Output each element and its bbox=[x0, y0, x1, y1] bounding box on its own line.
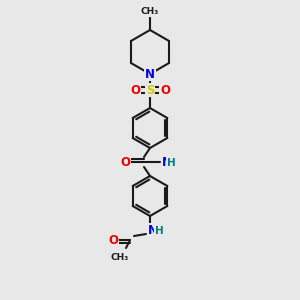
Text: O: O bbox=[120, 155, 130, 169]
Text: H: H bbox=[154, 226, 164, 236]
Text: CH₃: CH₃ bbox=[111, 254, 129, 262]
Text: O: O bbox=[130, 83, 140, 97]
Text: O: O bbox=[160, 83, 170, 97]
Text: S: S bbox=[146, 83, 154, 97]
Text: N: N bbox=[162, 155, 172, 169]
Text: H: H bbox=[167, 158, 176, 168]
Text: CH₃: CH₃ bbox=[141, 8, 159, 16]
Text: N: N bbox=[145, 68, 155, 80]
Text: N: N bbox=[148, 224, 158, 236]
Text: O: O bbox=[108, 233, 118, 247]
